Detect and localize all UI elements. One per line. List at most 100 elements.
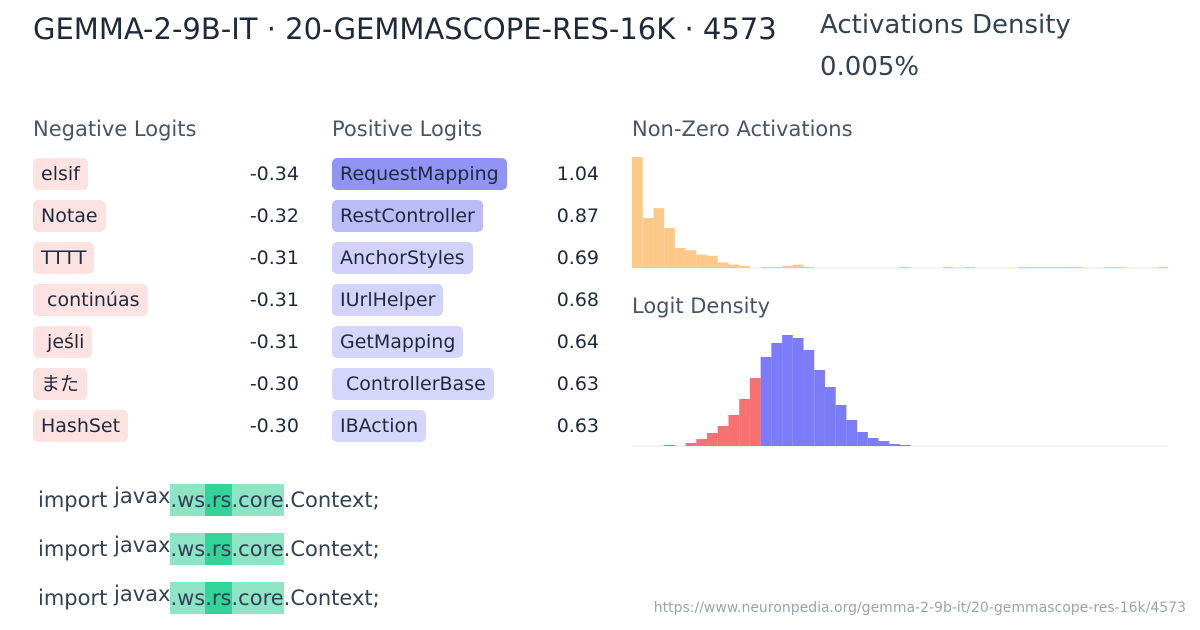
density-value: 0.005% — [820, 52, 920, 82]
token: .ws — [170, 582, 206, 614]
negative-value: -0.30 — [249, 373, 299, 395]
negative-value: -0.31 — [249, 331, 299, 353]
bar — [782, 265, 793, 268]
bar — [1157, 266, 1168, 268]
example: import javax.ws.rs.core.Context; — [38, 532, 380, 566]
negative-value: -0.31 — [249, 289, 299, 311]
token: import — [38, 537, 108, 561]
token: .rs — [205, 582, 232, 614]
positive-value: 1.04 — [556, 163, 599, 185]
token: .Context; — [283, 537, 380, 561]
bar — [814, 370, 825, 446]
token: import — [38, 586, 108, 610]
bar — [632, 157, 643, 268]
nonzero-title: Non-Zero Activations — [632, 117, 853, 141]
density-label: Activations Density — [820, 10, 1071, 40]
bar — [664, 445, 675, 446]
bar — [749, 378, 761, 446]
bar — [1017, 266, 1029, 268]
bar — [857, 432, 868, 446]
bar — [1060, 266, 1072, 268]
negative-value: -0.34 — [249, 163, 299, 185]
bar — [739, 265, 750, 268]
bar — [696, 439, 708, 446]
bar — [846, 420, 858, 446]
bar — [739, 399, 750, 446]
positive-token: RestController — [332, 200, 483, 232]
token: javax — [107, 484, 171, 508]
negative-token: また — [33, 368, 88, 400]
bar — [717, 426, 729, 446]
positive-token: IUrlHelper — [332, 284, 444, 316]
bar — [803, 266, 815, 268]
positive-value: 0.68 — [556, 289, 599, 311]
bar — [900, 266, 911, 268]
negative-token: continúas — [33, 284, 148, 316]
negative-value: -0.30 — [249, 415, 299, 437]
negative-value: -0.31 — [249, 247, 299, 269]
token: import — [38, 488, 108, 512]
token: .ws — [170, 533, 206, 565]
token: .core — [231, 484, 284, 516]
token: .core — [231, 533, 284, 565]
bar — [642, 218, 654, 268]
negative-token: jeśli — [33, 326, 93, 358]
positive-token: ControllerBase — [332, 368, 494, 400]
bar — [878, 441, 890, 446]
example: import javax.ws.rs.core.Context; — [38, 483, 380, 517]
bar — [824, 387, 836, 446]
bar — [1114, 266, 1126, 268]
token: .rs — [205, 484, 232, 516]
negative-token: TTTT — [33, 242, 95, 274]
bar — [728, 264, 740, 268]
url[interactable]: https://www.neuronpedia.org/gemma-2-9b-i… — [653, 600, 1186, 616]
bar — [717, 262, 729, 268]
bar — [900, 445, 911, 446]
example: import javax.ws.rs.core.Context; — [38, 581, 380, 615]
positive-value: 0.63 — [556, 415, 599, 437]
bar — [942, 266, 954, 268]
positive-token: RequestMapping — [332, 158, 507, 190]
bar — [771, 266, 783, 268]
bar — [803, 350, 815, 446]
bar — [707, 433, 718, 446]
bar — [696, 254, 708, 268]
bar — [1050, 266, 1061, 268]
bar — [674, 248, 686, 268]
positive-token: GetMapping — [332, 326, 464, 358]
token: .Context; — [283, 488, 380, 512]
positive-token: AnchorStyles — [332, 242, 473, 274]
positive-value: 0.64 — [556, 331, 599, 353]
token: .ws — [170, 484, 206, 516]
bar — [760, 357, 772, 446]
bar — [760, 266, 772, 268]
bar — [835, 405, 847, 446]
negative-token: HashSet — [33, 410, 129, 442]
bar — [707, 255, 718, 268]
negative-token: elsif — [33, 158, 88, 190]
positive-value: 0.63 — [556, 373, 599, 395]
bar — [728, 415, 740, 446]
bar — [664, 228, 675, 268]
bar — [792, 338, 804, 446]
bar — [1028, 266, 1040, 268]
bar — [685, 443, 697, 446]
token: .rs — [205, 533, 232, 565]
negative-token: Notae — [33, 200, 106, 232]
positive-value: 0.69 — [556, 247, 599, 269]
token: .Context; — [283, 586, 380, 610]
bar — [792, 264, 804, 268]
negative-title: Negative Logits — [33, 117, 197, 141]
bar — [771, 343, 783, 446]
bar — [867, 438, 879, 446]
token: javax — [107, 582, 171, 606]
token: javax — [107, 533, 171, 557]
positive-token: IBAction — [332, 410, 427, 442]
bar — [685, 250, 697, 268]
logit-density-title: Logit Density — [632, 294, 771, 318]
bar — [964, 266, 976, 268]
bar — [1103, 266, 1115, 268]
bar — [889, 444, 900, 446]
